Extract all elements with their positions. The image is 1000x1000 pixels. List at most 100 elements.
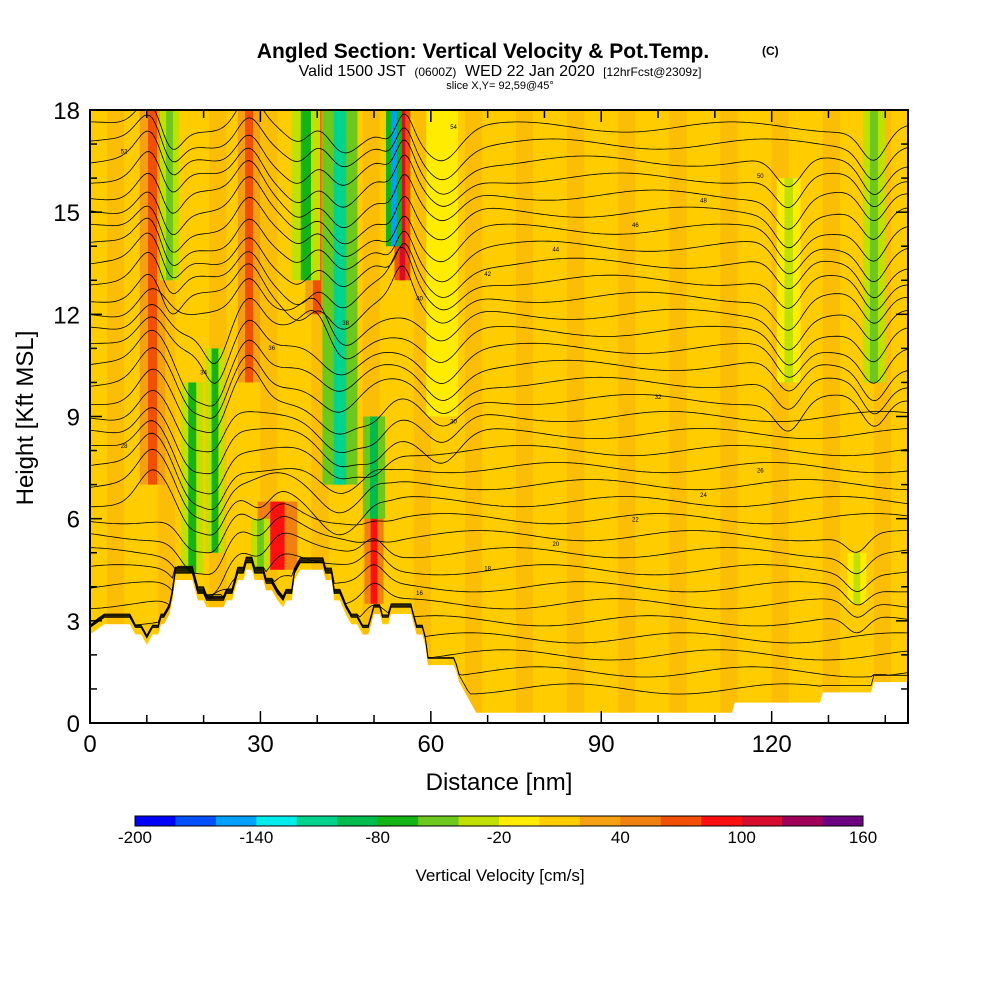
colorbar-tick-label: 100: [727, 828, 755, 847]
y-tick-label: 12: [53, 302, 80, 329]
theta-contour: [90, 347, 908, 419]
updraft-band: [370, 484, 378, 604]
colorbar-swatch: [418, 816, 460, 826]
downdraft-band: [784, 178, 793, 383]
updraft-band: [147, 110, 158, 485]
colorbar-swatch: [741, 816, 783, 826]
downdraft-band: [436, 110, 448, 417]
colorbar-label: Vertical Velocity [cm/s]: [415, 866, 584, 885]
colorbar-swatch: [579, 816, 621, 826]
theta-contour-label: 16: [416, 591, 423, 597]
colorbar-frame: [134, 815, 864, 827]
theta-contour: [90, 232, 908, 299]
colorbar-tick-label: 40: [611, 828, 630, 847]
y-tick-label: 0: [67, 711, 80, 738]
colorbar-swatch: [660, 816, 702, 826]
x-tick-label: 30: [247, 731, 274, 758]
colorbar-swatch: [135, 816, 176, 826]
velocity-field-patch: [720, 110, 738, 723]
theta-contour-label: 44: [552, 248, 559, 254]
colorbar-swatch: [175, 816, 217, 826]
y-tick-label: 9: [67, 405, 80, 432]
theta-contour: [90, 114, 908, 181]
theta-contour-label: 24: [700, 493, 707, 499]
x-axis-label: Distance [nm]: [426, 769, 573, 796]
theta-contour-label: 36: [268, 346, 275, 352]
colorbar-swatch: [256, 816, 298, 826]
theta-contour: [90, 278, 908, 351]
theta-contour: [90, 532, 908, 596]
theta-contour-label: 18: [484, 566, 491, 572]
subtitle-utc-time: (0600Z): [414, 65, 456, 79]
subtitle-valid-time: Valid 1500 JST: [299, 63, 407, 80]
colorbar-swatch: [337, 816, 379, 826]
theta-contour: [90, 329, 908, 407]
theta-contour-label: 50: [757, 174, 764, 180]
velocity-field-patch: [567, 110, 585, 723]
plot-area: 16 18 20 22 24 26 28 30 32 34 36 38 40 42 44 46 48 50 52 54: [90, 110, 908, 723]
colorbar-swatch: [539, 816, 581, 826]
theta-contour-label: 20: [552, 542, 559, 548]
theta-contour: [90, 516, 908, 575]
velocity-field-patch: [464, 110, 482, 723]
x-tick-label: 60: [417, 731, 444, 758]
y-axis-label: Height [Kft MSL]: [12, 331, 39, 506]
slice-label: slice X,Y= 92,59@45°: [446, 80, 554, 92]
colorbar-swatch: [499, 816, 540, 826]
updraft-band: [245, 110, 254, 383]
theta-contour-label: 22: [632, 517, 639, 523]
theta-contour: [90, 297, 908, 366]
downdraft-band: [370, 416, 379, 519]
theta-contour-label: 52: [121, 150, 128, 156]
colorbar-swatch: [822, 816, 864, 826]
y-tick-label: 6: [67, 507, 80, 534]
x-tick-label: 90: [588, 731, 615, 758]
theta-contour-label: 42: [484, 272, 491, 278]
theta-contour: [90, 557, 908, 606]
colorbar-tick-label: -20: [487, 828, 512, 847]
theta-contour: [90, 147, 908, 209]
theta-contour-label: 30: [450, 419, 457, 425]
theta-contour-label: 26: [757, 468, 764, 474]
colorbar-swatch: [458, 816, 500, 826]
theta-contour-label: 48: [700, 199, 707, 205]
theta-contour: [90, 246, 908, 311]
velocity-bands: [139, 110, 886, 604]
theta-contour-label: 46: [632, 223, 639, 229]
velocity-field-patch: [669, 110, 687, 723]
potential-temperature-contours: 16 18 20 22 24 26 28 30 32 34 36 38 40 42 44 46 48 50 52 54: [90, 110, 908, 695]
x-tick-label: 120: [752, 731, 792, 758]
downdraft-band: [300, 110, 311, 281]
downdraft-band: [853, 552, 861, 604]
x-tick-label: 0: [83, 731, 96, 758]
colorbar-tick-labels: -200 -140 -80 -20 40 100 160: [118, 828, 877, 847]
downdraft-band: [391, 110, 397, 247]
chart-subtitle: Valid 1500 JST (0600Z) WED 22 Jan 2020 […: [299, 63, 702, 80]
downdraft-band: [257, 518, 264, 570]
colorbar-tick-label: 160: [849, 828, 877, 847]
theta-contour: [90, 407, 908, 475]
theta-contour: [90, 176, 908, 249]
theta-contour: [90, 110, 908, 162]
theta-contour: [90, 263, 908, 331]
y-tick-label: 15: [53, 200, 80, 227]
colorbar-tick-label: -140: [239, 828, 273, 847]
downdraft-band: [188, 382, 197, 574]
colorbar-swatch: [782, 816, 824, 826]
colorbar-tick-label: -200: [118, 828, 152, 847]
theta-contour-label: 54: [450, 125, 457, 131]
updraft-band: [270, 501, 285, 570]
theta-contour-label: 28: [121, 444, 128, 450]
colorbar-swatch: [296, 816, 338, 826]
colorbar-swatch: [620, 816, 662, 826]
theta-contour: [90, 130, 908, 196]
velocity-field-patch: [107, 110, 125, 723]
y-tick-label: 3: [67, 609, 80, 636]
theta-contour: [90, 160, 908, 230]
colorbar-swatch: [377, 816, 419, 826]
theta-contour-label: 38: [342, 321, 349, 327]
theta-contour: [90, 217, 908, 283]
subtitle-forecast: [12hrFcst@2309z]: [603, 65, 701, 79]
title-copyright-mark: (C): [762, 44, 779, 58]
